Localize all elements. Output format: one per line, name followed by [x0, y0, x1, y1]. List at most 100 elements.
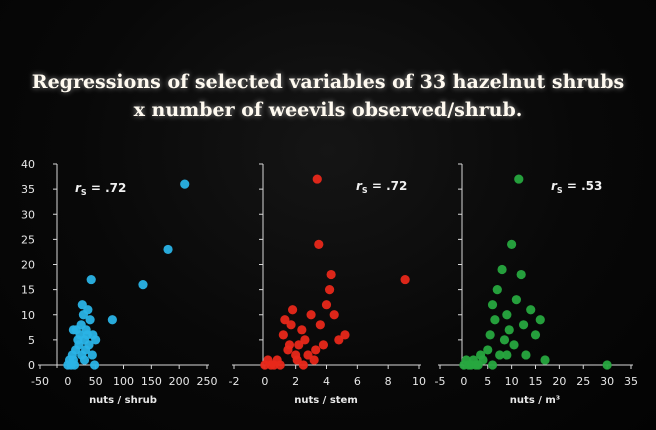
- y-tick-label: 35: [21, 183, 35, 196]
- x-tick-label: 100: [113, 375, 134, 388]
- data-point: [502, 350, 512, 360]
- data-point: [490, 315, 500, 325]
- x-tick-label: 10: [412, 375, 426, 388]
- data-point: [475, 350, 486, 360]
- data-point: [91, 335, 101, 345]
- data-point: [334, 335, 344, 345]
- data-point: [602, 360, 612, 370]
- data-point: [321, 300, 332, 310]
- x-axis-label: nuts / shrub: [89, 395, 157, 406]
- data-point: [518, 320, 529, 330]
- x-tick-label: 30: [600, 375, 614, 388]
- x-tick-label: 2: [292, 375, 299, 388]
- x-tick-label: 6: [354, 375, 361, 388]
- data-point: [485, 330, 495, 340]
- x-tick-label: 50: [89, 375, 103, 388]
- data-point: [68, 325, 78, 335]
- data-point: [324, 285, 335, 295]
- x-tick-label: 8: [385, 375, 392, 388]
- data-point: [326, 269, 336, 280]
- data-point: [526, 305, 536, 315]
- data-point: [516, 269, 526, 280]
- data-point: [540, 355, 550, 365]
- y-tick-label: 0: [28, 359, 35, 372]
- x-tick-label: -2: [229, 375, 240, 388]
- data-point: [314, 239, 324, 249]
- x-tick-label: 10: [505, 375, 519, 388]
- data-point: [497, 264, 507, 275]
- data-point: [138, 280, 148, 290]
- data-point: [329, 310, 339, 320]
- data-point: [69, 360, 80, 370]
- data-point: [400, 274, 410, 285]
- data-point: [511, 295, 521, 305]
- data-point: [530, 330, 541, 340]
- data-point: [275, 360, 285, 370]
- data-point: [284, 340, 295, 350]
- x-tick-label: 5: [484, 375, 491, 388]
- panel-m3: -5 0 5 10 15 20 25 30 35 rS = .53 nuts / m³: [435, 163, 638, 406]
- y-tick-label: 40: [21, 158, 35, 171]
- y-tick-label: 20: [21, 259, 35, 272]
- x-axis-label: nuts / stem: [294, 395, 358, 406]
- title-line-1: Regressions of selected variables of 33 …: [31, 71, 625, 93]
- data-point: [504, 325, 514, 335]
- title-line-2: x number of weevils observed/shrub.: [133, 99, 523, 121]
- y-tick-label: 5: [28, 334, 35, 347]
- data-point: [83, 305, 93, 315]
- chart-title: Regressions of selected variables of 33 …: [0, 68, 656, 124]
- data-point: [514, 174, 524, 184]
- data-point: [300, 335, 310, 345]
- data-point: [286, 320, 296, 330]
- x-tick-label: 150: [141, 375, 162, 388]
- x-tick-label: -50: [31, 375, 49, 388]
- data-point: [312, 174, 322, 184]
- x-tick-label: 200: [169, 375, 190, 388]
- data-point: [509, 340, 519, 350]
- data-point: [303, 350, 313, 360]
- data-point: [499, 335, 510, 345]
- data-point: [87, 350, 97, 360]
- data-point: [340, 330, 350, 340]
- data-point: [306, 310, 316, 320]
- data-point: [535, 315, 545, 325]
- x-tick-label: 250: [197, 375, 218, 388]
- panel-shrub: 0 5 10 15 20 25 30 35 40 -50 0 50 100 150 200 250 rS = .…: [21, 158, 218, 406]
- data-point: [487, 360, 498, 370]
- data-point: [487, 300, 498, 310]
- y-tick-label: 10: [21, 309, 35, 322]
- data-point: [278, 330, 288, 340]
- data-point: [298, 360, 308, 370]
- data-point: [180, 179, 190, 189]
- rs-annotation: rS = .53: [551, 179, 602, 195]
- data-point: [502, 310, 512, 320]
- data-point: [85, 315, 95, 325]
- data-point: [292, 355, 302, 365]
- x-tick-label: 0: [64, 375, 71, 388]
- data-point: [79, 355, 90, 365]
- data-point: [318, 340, 329, 350]
- data-point: [107, 315, 117, 325]
- data-point: [507, 239, 517, 249]
- y-tick-label: 15: [21, 284, 35, 297]
- data-point: [483, 345, 493, 355]
- y-tick-label: 30: [21, 208, 35, 221]
- rs-annotation: rS = .72: [356, 179, 407, 195]
- data-point: [311, 345, 321, 355]
- data-point: [84, 340, 94, 350]
- data-point: [163, 244, 173, 255]
- data-point: [280, 315, 290, 325]
- panel-stem: -2 0 2 4 6 8 10 rS = .72 nuts / stem: [229, 163, 426, 406]
- data-point: [315, 320, 325, 330]
- y-tick-label: 25: [21, 233, 35, 246]
- data-point: [492, 285, 502, 295]
- x-tick-label: -5: [435, 375, 446, 388]
- data-point: [521, 350, 531, 360]
- x-tick-label: 15: [529, 375, 543, 388]
- x-tick-label: 20: [552, 375, 566, 388]
- data-point: [89, 360, 100, 370]
- x-axis-label: nuts / m³: [510, 395, 560, 406]
- data-point: [309, 355, 319, 365]
- x-tick-label: 0: [261, 375, 268, 388]
